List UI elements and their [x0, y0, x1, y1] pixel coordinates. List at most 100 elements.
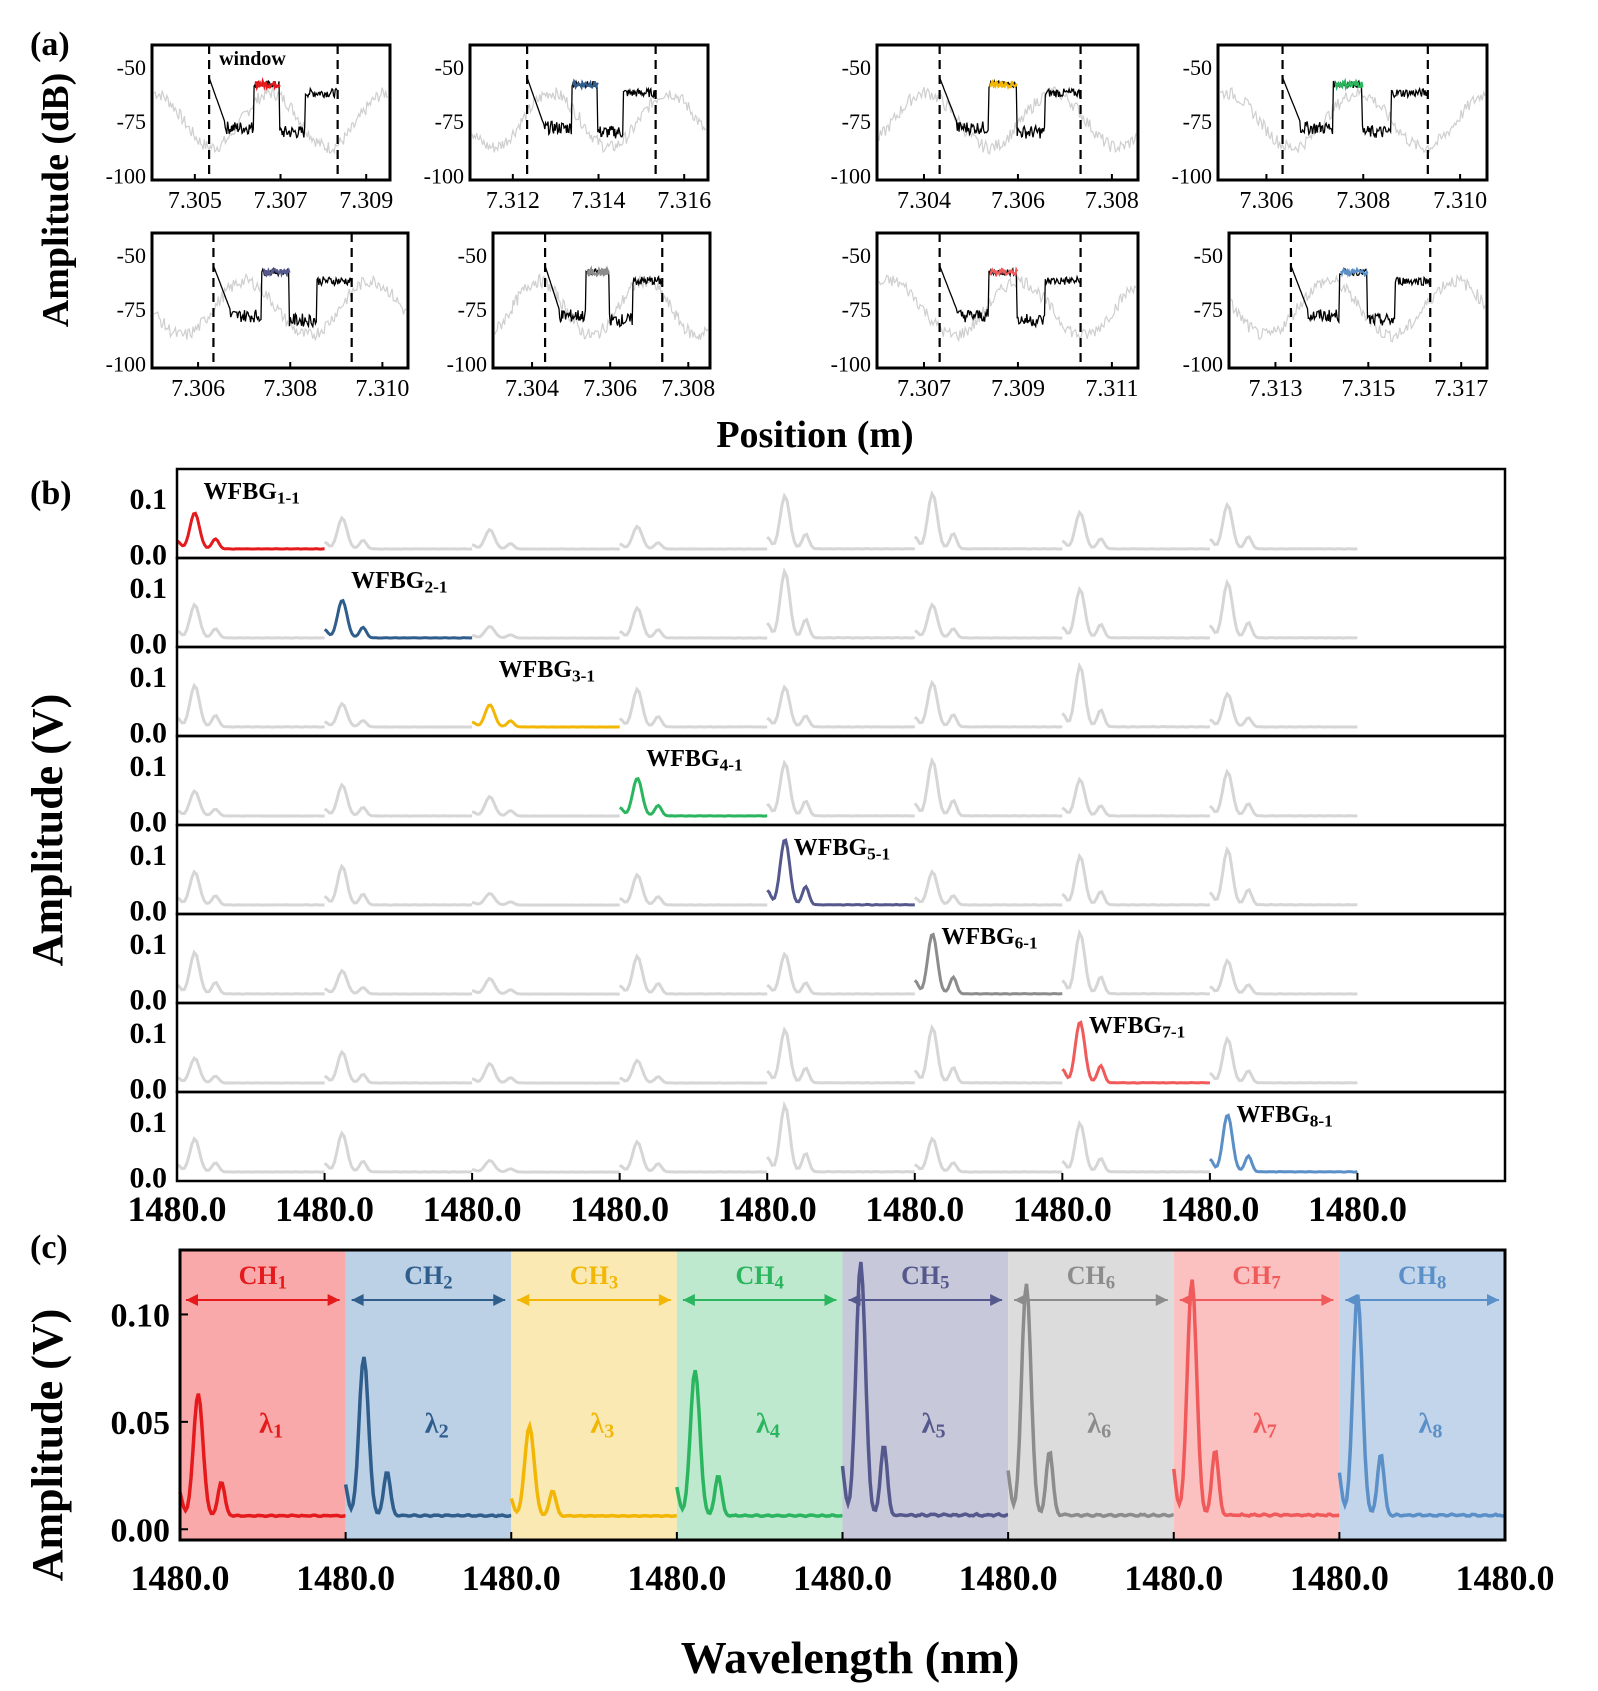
- x-tick-label: 7.317: [1434, 376, 1488, 402]
- ghost-spectrum: [1208, 578, 1358, 640]
- y-tick-label: -100: [831, 352, 871, 377]
- x-tick-label: 7.315: [1341, 376, 1395, 402]
- y-tick-label: 0.1: [130, 661, 168, 694]
- wfbg-label: WFBG5-1: [794, 835, 890, 863]
- x-tick-label: 1480.0: [570, 1189, 669, 1229]
- x-tick-label: 1480.0: [1456, 1558, 1555, 1598]
- subplot-5: -50 -75 -100 7.306 7.308 7.310: [106, 231, 410, 402]
- x-tick-label: 1480.0: [1013, 1189, 1112, 1229]
- ghost-spectrum: [471, 1158, 620, 1174]
- ghost-spectrum: [1061, 585, 1211, 640]
- wfbg-spectrum: [176, 511, 325, 551]
- subplot-frame: [491, 231, 712, 370]
- wfbg-spectrum: [1208, 1113, 1358, 1174]
- ghost-spectrum: [913, 490, 1063, 551]
- subplot-2: -50 -75 -100 7.312 7.314 7.316: [424, 43, 711, 214]
- subplot-3: -50 -75 -100 7.304 7.306 7.308: [831, 43, 1140, 214]
- ghost-spectrum: [913, 1023, 1063, 1085]
- y-tick-label: -100: [424, 164, 464, 189]
- y-tick-label: -50: [435, 55, 464, 80]
- channel-label: CH1: [239, 1261, 287, 1294]
- lambda-label: λ3: [590, 1409, 614, 1443]
- panel-c-xlabel: Wavelength (nm): [681, 1632, 1020, 1683]
- ghost-spectrum: [913, 679, 1063, 729]
- x-tick-label: 7.307: [897, 376, 951, 402]
- x-tick-label: 7.308: [1085, 188, 1139, 214]
- y-tick-label: 0.0: [130, 805, 168, 838]
- x-tick-label: 1480.0: [423, 1189, 522, 1229]
- channel-spectrum: [1006, 1283, 1175, 1519]
- x-tick-label: 7.306: [583, 376, 637, 402]
- channel-label: CH3: [570, 1261, 618, 1294]
- channel-spectrum: [1337, 1294, 1506, 1518]
- wfbg-spectrum: [471, 703, 620, 729]
- panel-b: (b) Amplitude (V) WFBG1-10.10.0WFBG2-10.…: [23, 467, 1507, 1229]
- lambda-label: λ4: [756, 1409, 780, 1443]
- ghost-spectrum: [913, 756, 1063, 818]
- y-tick-label: -50: [1183, 55, 1212, 80]
- panel-b-ylabel: Amplitude (V): [23, 694, 72, 967]
- y-tick-label: 0.0: [130, 983, 168, 1016]
- y-tick-label: 0.1: [130, 750, 168, 783]
- y-tick-label: 0.00: [111, 1512, 171, 1549]
- x-tick-label: 7.316: [657, 188, 711, 214]
- channel-spectrum: [509, 1420, 677, 1519]
- ghost-spectrum: [1208, 845, 1358, 907]
- ghost-spectrum: [323, 968, 473, 996]
- ghost-spectrum: [1208, 768, 1358, 818]
- grating-segment: [989, 266, 1019, 279]
- ghost-spectrum: [176, 1136, 325, 1174]
- panel-c-label: (c): [30, 1229, 68, 1266]
- subplot-1: -50 -75 -100 7.305 7.307 7.309 window: [106, 43, 393, 214]
- ghost-trace: [471, 87, 707, 154]
- y-tick-label: 0.0: [130, 1161, 168, 1194]
- x-tick-label: 7.306: [171, 376, 225, 402]
- y-tick-label: 0.1: [130, 572, 168, 605]
- y-tick-label: 0.1: [130, 839, 168, 872]
- grating-segment: [586, 265, 610, 278]
- channel-spectrum: [840, 1261, 1009, 1518]
- y-tick-label: -50: [1194, 243, 1223, 268]
- grating-segment: [1340, 266, 1369, 278]
- y-tick-label: -50: [117, 243, 146, 268]
- channel-2: CH2 λ2: [343, 1250, 513, 1540]
- y-tick-label: 0.1: [130, 1017, 168, 1050]
- ghost-spectrum: [471, 891, 620, 907]
- window-trace: [938, 265, 1082, 329]
- ghost-spectrum: [1061, 661, 1211, 729]
- x-tick-label: 7.307: [254, 188, 308, 214]
- wfbg-spectrum: [323, 598, 473, 640]
- panel-b-label: (b): [30, 475, 72, 512]
- ghost-trace: [1230, 273, 1486, 343]
- subplot-frame: [150, 43, 392, 182]
- ghost-spectrum: [471, 976, 620, 996]
- channel-6: CH6 λ6: [1006, 1250, 1175, 1540]
- panel-c-ylabel: Amplitude (V): [23, 1309, 72, 1582]
- channel-band: [180, 1250, 346, 1540]
- window-label: window: [219, 48, 286, 70]
- channel-3: CH3 λ3: [509, 1250, 677, 1540]
- ghost-spectrum: [176, 1055, 325, 1085]
- grating-segment: [254, 77, 281, 92]
- y-tick-label: -75: [1183, 109, 1212, 134]
- ghost-spectrum: [766, 951, 915, 996]
- ghost-spectrum: [766, 684, 915, 729]
- x-tick-label: 7.305: [168, 188, 222, 214]
- y-tick-label: -75: [117, 109, 146, 134]
- ghost-spectrum: [1061, 928, 1211, 996]
- x-tick-label: 1480.0: [131, 1558, 230, 1598]
- ghost-spectrum: [471, 794, 620, 818]
- lambda-label: λ8: [1419, 1409, 1443, 1443]
- wfbg-row-6: WFBG6-1 0.1 0.0: [130, 912, 1507, 1016]
- y-tick-label: -100: [831, 164, 871, 189]
- y-tick-label: -100: [1172, 164, 1212, 189]
- window-trace: [938, 77, 1082, 139]
- wfbg-label: WFBG2-1: [351, 568, 447, 596]
- y-tick-label: -50: [842, 243, 871, 268]
- channel-8: CH8 λ8: [1337, 1250, 1506, 1540]
- ghost-spectrum: [323, 1130, 473, 1174]
- ghost-spectrum: [913, 869, 1063, 907]
- panel-c: (c) Amplitude (V) CH1λ1CH2λ2CH3λ3CH4λ4CH…: [23, 1229, 1555, 1683]
- wfbg-label: WFBG3-1: [499, 657, 595, 685]
- subplot-frame: [875, 231, 1140, 370]
